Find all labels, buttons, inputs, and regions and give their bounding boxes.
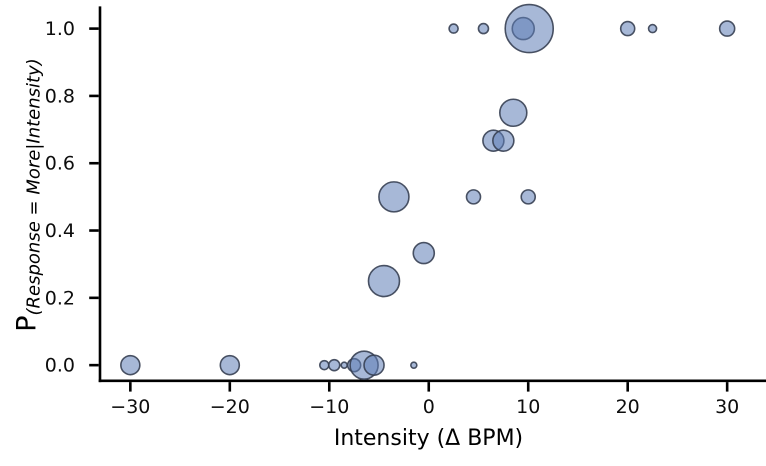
data-bubble bbox=[619, 20, 636, 37]
data-bubble bbox=[363, 354, 385, 376]
data-bubble bbox=[319, 359, 330, 371]
data-bubble bbox=[448, 23, 459, 34]
y-tick-label: 0.4 bbox=[45, 220, 75, 242]
y-axis-label-main: P bbox=[11, 315, 43, 332]
x-tick-label: −10 bbox=[309, 396, 349, 418]
data-bubble bbox=[120, 354, 141, 376]
y-axis-label: P(Response = More|Intensity) bbox=[11, 58, 45, 332]
y-tick-label: 0.8 bbox=[45, 85, 75, 107]
y-axis-label-subscript: (Response = More|Intensity) bbox=[23, 58, 45, 316]
y-tick-label: 0.2 bbox=[45, 287, 75, 309]
x-axis-label: Intensity (Δ BPM) bbox=[100, 426, 757, 451]
x-tick-label: −20 bbox=[210, 396, 250, 418]
data-bubble bbox=[412, 241, 436, 265]
y-tick-label: 0.6 bbox=[45, 153, 75, 175]
x-tick-label: 10 bbox=[516, 396, 540, 418]
data-bubble bbox=[219, 354, 241, 376]
data-bubble bbox=[367, 264, 401, 298]
data-bubble bbox=[504, 3, 555, 54]
x-tick-label: −30 bbox=[110, 396, 150, 418]
x-axis-label-text: Intensity (Δ BPM) bbox=[333, 426, 524, 451]
y-tick-label: 0.0 bbox=[45, 355, 75, 377]
y-tick-label: 1.0 bbox=[45, 18, 75, 40]
data-bubble bbox=[378, 181, 410, 213]
data-bubble bbox=[520, 189, 537, 205]
data-bubble bbox=[477, 22, 490, 35]
data-bubble bbox=[492, 129, 515, 152]
data-bubble bbox=[718, 20, 736, 37]
data-bubble bbox=[327, 358, 341, 372]
data-bubble bbox=[410, 361, 418, 369]
data-bubble bbox=[498, 98, 528, 128]
x-tick-label: 30 bbox=[715, 396, 739, 418]
data-bubble bbox=[340, 361, 348, 369]
x-tick-label: 20 bbox=[616, 396, 640, 418]
data-bubble bbox=[647, 23, 658, 34]
x-tick-label: 0 bbox=[423, 396, 435, 418]
data-bubble bbox=[465, 189, 482, 205]
